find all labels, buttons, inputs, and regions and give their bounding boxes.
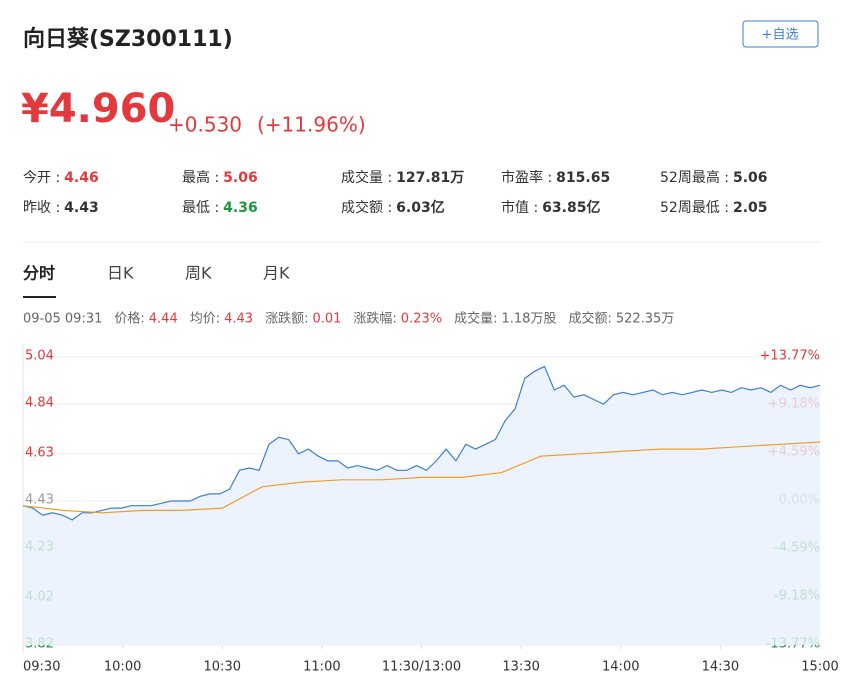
- info-value: 4.43: [224, 312, 253, 327]
- info-label: 价格:: [114, 311, 144, 327]
- stat-label: 成交量 :: [341, 169, 392, 186]
- info-label: 涨跌幅:: [353, 311, 396, 327]
- tab[interactable]: 日K: [107, 264, 134, 283]
- info-value: 522.35万: [616, 312, 675, 327]
- y2-tick-label: +13.77%: [760, 349, 820, 364]
- x-tick-label: 14:00: [602, 660, 639, 675]
- info-label: 成交额:: [568, 311, 611, 327]
- stat-value: 4.46: [64, 170, 99, 186]
- series-line: [22, 365, 821, 521]
- x-tick-label: 09:30: [23, 660, 60, 675]
- x-tick-label: 10:00: [104, 660, 141, 675]
- info-value: 0.23%: [401, 312, 442, 327]
- stat-value: 63.85亿: [542, 199, 600, 216]
- info-value: 0.01: [312, 312, 341, 327]
- y-tick-label: 4.84: [25, 396, 54, 411]
- stat-value: 6.03亿: [396, 199, 445, 216]
- x-tick-label: 14:30: [702, 660, 739, 675]
- stat-value: 5.06: [733, 170, 768, 186]
- tab[interactable]: 分时: [23, 264, 55, 283]
- stat-value: 4.43: [64, 200, 99, 216]
- watch-button-label[interactable]: +自选: [762, 28, 799, 43]
- stat-value: 815.65: [556, 170, 610, 186]
- y-tick-label: 5.04: [25, 349, 54, 364]
- stat-label: 最低 :: [182, 200, 219, 216]
- info-label: 涨跌额:: [265, 311, 308, 327]
- stat-value: 5.06: [223, 170, 258, 186]
- x-tick-label: 10:30: [204, 660, 241, 675]
- tab[interactable]: 周K: [185, 264, 212, 283]
- stat-value: 127.81万: [396, 170, 464, 186]
- stat-label: 今开 :: [23, 170, 60, 186]
- series-line: [22, 441, 821, 514]
- stat-label: 昨收 :: [23, 200, 60, 216]
- x-tick-label: 13:30: [502, 660, 539, 675]
- stat-label: 成交额 :: [341, 199, 392, 216]
- info-value: 1.18万股: [502, 312, 557, 327]
- x-tick-label: 15:00: [801, 660, 838, 675]
- info-label: 成交量:: [454, 311, 497, 327]
- stat-value: 4.36: [223, 200, 258, 216]
- watch-button[interactable]: [742, 20, 819, 48]
- tab[interactable]: 月K: [263, 264, 290, 283]
- x-tick-label: 11:00: [303, 660, 340, 675]
- x-tick-label: 11:30/13:00: [382, 660, 461, 675]
- stat-label: 52周最高 :: [660, 169, 729, 186]
- y-tick-label: 4.43: [25, 493, 54, 508]
- y-tick-label: 4.63: [25, 445, 54, 460]
- stock-title: 向日葵(SZ300111): [23, 26, 233, 52]
- info-value: 4.44: [149, 312, 178, 327]
- stat-label: 最高 :: [182, 169, 219, 186]
- stat-label: 市盈率 :: [501, 169, 552, 186]
- stat-label: 市值 :: [501, 199, 538, 216]
- price-change: +0.530: [168, 113, 242, 137]
- price-change-percent: (+11.96%): [257, 113, 366, 137]
- info-label: 均价:: [190, 312, 220, 327]
- stat-value: 2.05: [733, 200, 768, 216]
- area: [23, 366, 820, 645]
- info-value: 09-05 09:31: [23, 312, 102, 327]
- price: ¥4.960: [21, 86, 175, 132]
- stat-label: 52周最低 :: [660, 200, 729, 216]
